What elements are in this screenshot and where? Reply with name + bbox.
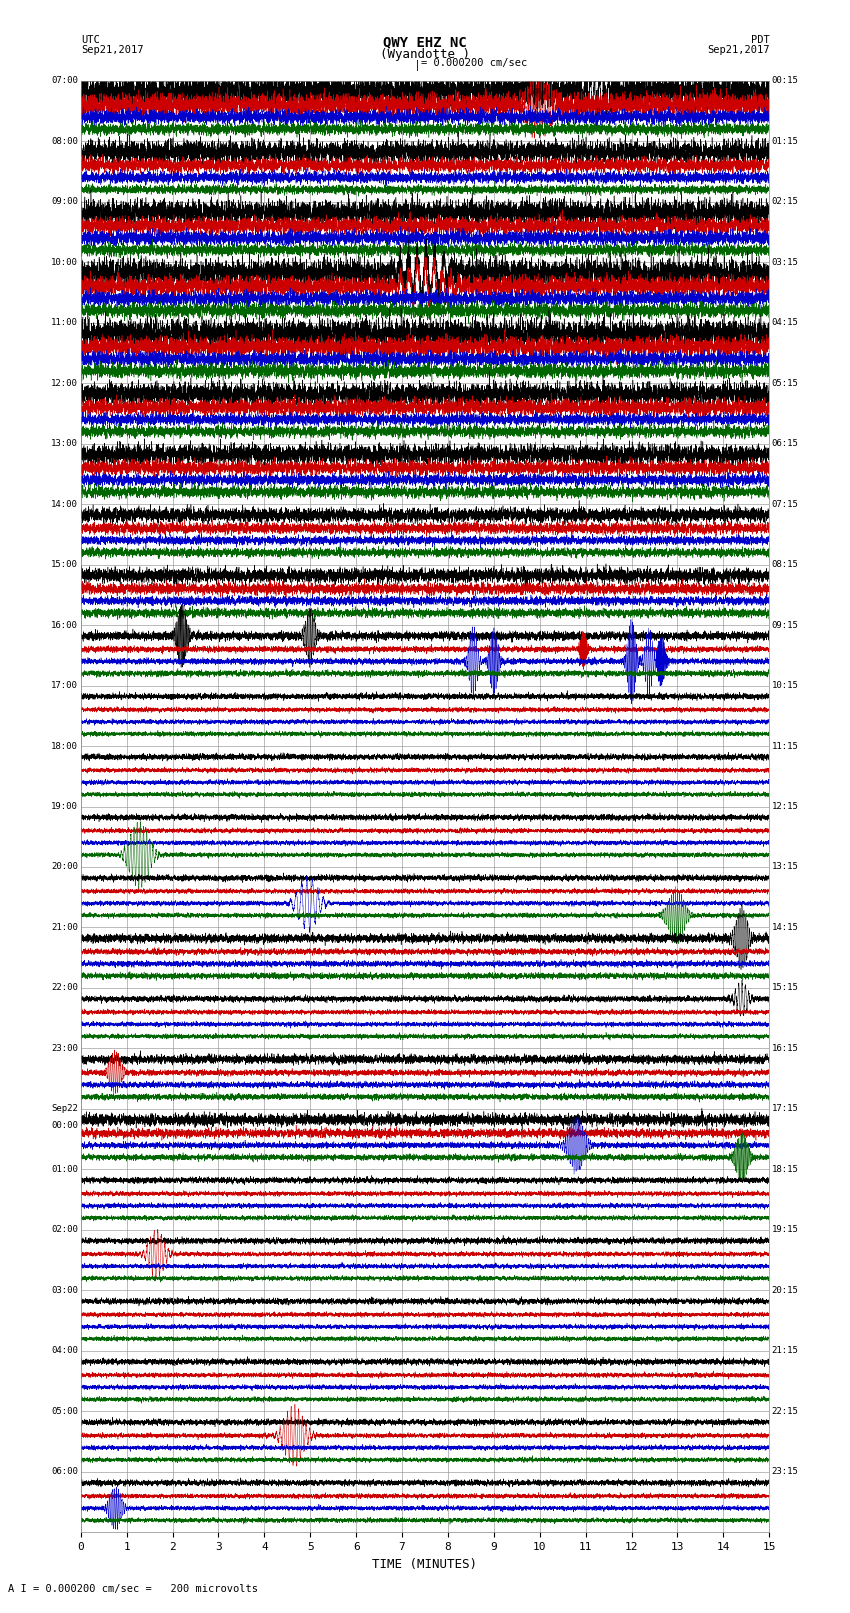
- Text: 00:00: 00:00: [51, 1121, 78, 1129]
- Text: UTC: UTC: [81, 35, 99, 45]
- Text: 05:15: 05:15: [772, 379, 799, 387]
- Text: 22:00: 22:00: [51, 984, 78, 992]
- Text: 13:00: 13:00: [51, 439, 78, 448]
- Text: 20:15: 20:15: [772, 1286, 799, 1295]
- Text: 03:00: 03:00: [51, 1286, 78, 1295]
- X-axis label: TIME (MINUTES): TIME (MINUTES): [372, 1558, 478, 1571]
- Text: 15:00: 15:00: [51, 560, 78, 569]
- Text: 12:00: 12:00: [51, 379, 78, 387]
- Text: 09:15: 09:15: [772, 621, 799, 629]
- Text: A I = 0.000200 cm/sec =   200 microvolts: A I = 0.000200 cm/sec = 200 microvolts: [8, 1584, 258, 1594]
- Text: 07:00: 07:00: [51, 76, 78, 85]
- Text: 06:00: 06:00: [51, 1468, 78, 1476]
- Text: (Wyandotte ): (Wyandotte ): [380, 48, 470, 61]
- Text: 13:15: 13:15: [772, 863, 799, 871]
- Text: 19:00: 19:00: [51, 802, 78, 811]
- Text: 12:15: 12:15: [772, 802, 799, 811]
- Text: 15:15: 15:15: [772, 984, 799, 992]
- Text: 08:00: 08:00: [51, 137, 78, 145]
- Text: 23:00: 23:00: [51, 1044, 78, 1053]
- Text: 09:00: 09:00: [51, 197, 78, 206]
- Text: PDT: PDT: [751, 35, 769, 45]
- Text: Sep22: Sep22: [51, 1105, 78, 1113]
- Text: 00:15: 00:15: [772, 76, 799, 85]
- Text: 18:15: 18:15: [772, 1165, 799, 1174]
- Text: 10:15: 10:15: [772, 681, 799, 690]
- Text: 16:15: 16:15: [772, 1044, 799, 1053]
- Text: 10:00: 10:00: [51, 258, 78, 266]
- Text: Sep21,2017: Sep21,2017: [706, 45, 769, 55]
- Text: 07:15: 07:15: [772, 500, 799, 508]
- Text: 02:15: 02:15: [772, 197, 799, 206]
- Text: 06:15: 06:15: [772, 439, 799, 448]
- Text: QWY EHZ NC: QWY EHZ NC: [383, 35, 467, 50]
- Text: 04:15: 04:15: [772, 318, 799, 327]
- Text: 14:15: 14:15: [772, 923, 799, 932]
- Text: 20:00: 20:00: [51, 863, 78, 871]
- Text: 01:15: 01:15: [772, 137, 799, 145]
- Text: 11:00: 11:00: [51, 318, 78, 327]
- Text: 19:15: 19:15: [772, 1226, 799, 1234]
- Text: = 0.000200 cm/sec: = 0.000200 cm/sec: [421, 58, 527, 68]
- Text: 01:00: 01:00: [51, 1165, 78, 1174]
- Text: 02:00: 02:00: [51, 1226, 78, 1234]
- Text: 18:00: 18:00: [51, 742, 78, 750]
- Text: 16:00: 16:00: [51, 621, 78, 629]
- Text: 21:00: 21:00: [51, 923, 78, 932]
- Text: Sep21,2017: Sep21,2017: [81, 45, 144, 55]
- Text: 17:00: 17:00: [51, 681, 78, 690]
- Text: 23:15: 23:15: [772, 1468, 799, 1476]
- Text: 04:00: 04:00: [51, 1347, 78, 1355]
- Text: 05:00: 05:00: [51, 1407, 78, 1416]
- Text: 08:15: 08:15: [772, 560, 799, 569]
- Text: 14:00: 14:00: [51, 500, 78, 508]
- Text: 21:15: 21:15: [772, 1347, 799, 1355]
- Text: 03:15: 03:15: [772, 258, 799, 266]
- Text: 22:15: 22:15: [772, 1407, 799, 1416]
- Text: 17:15: 17:15: [772, 1105, 799, 1113]
- Text: 11:15: 11:15: [772, 742, 799, 750]
